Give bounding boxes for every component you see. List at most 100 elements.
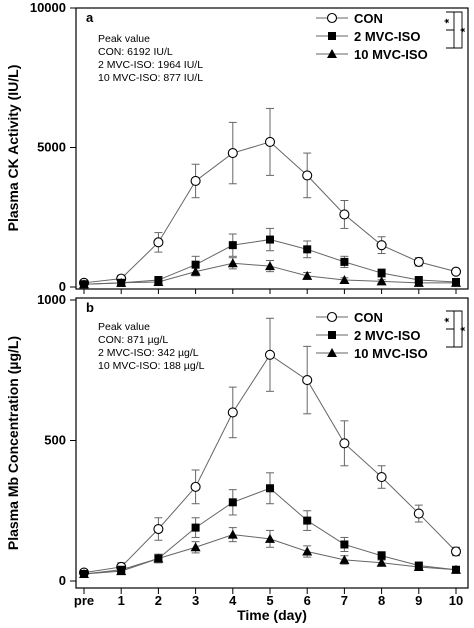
point-a-1-5 [266, 235, 274, 244]
panel-b: b Plasma Mb Concentration (µg/L) 0500100… [5, 292, 472, 623]
sig-star-a-0: * [442, 18, 456, 23]
data-layer-b [78, 317, 462, 578]
x-tick-label-5: 5 [266, 593, 273, 608]
point-b-2-9 [413, 561, 424, 571]
y-tick-label-a-0: 0 [59, 279, 66, 294]
point-a-2-4 [227, 258, 238, 268]
x-tick-label-4: 4 [229, 593, 237, 608]
legend-marker-a-2 [327, 49, 337, 58]
sig-bracket-outer-a [454, 11, 463, 49]
point-a-2-9 [413, 277, 424, 287]
point-b-1-3 [191, 523, 200, 532]
point-a-0-2 [153, 237, 164, 248]
point-a-0-5 [264, 136, 276, 147]
data-layer-a [78, 107, 462, 289]
legend-label-a-2: 10 MVC-ISO [354, 47, 428, 62]
x-ticks-b: pre 1 2 3 4 5 6 7 8 9 10 [74, 588, 463, 608]
note-line-b-2: 2 MVC-ISO: 342 µg/L [98, 347, 199, 359]
x-tick-label-9: 9 [415, 593, 422, 608]
point-a-2-2 [153, 276, 164, 286]
note-line-a-1: CON: 6192 IU/L [98, 46, 173, 58]
point-b-2-1 [116, 566, 127, 576]
legend-b: CON 2 MVC-ISO 10 MVC-ISO [316, 310, 428, 361]
point-a-0-10 [450, 266, 462, 277]
x-tick-label-7: 7 [341, 593, 348, 608]
note-line-b-1: CON: 871 µg/L [98, 334, 168, 346]
point-a-1-8 [377, 269, 386, 278]
y-tick-label-b-0: 0 [59, 573, 66, 588]
note-line-a-2: 2 MVC-ISO: 1964 IU/L [98, 59, 203, 71]
note-line-a-0: Peak value [98, 33, 150, 45]
point-a-2-3 [190, 266, 201, 276]
legend-label-b-2: 10 MVC-ISO [354, 346, 428, 361]
point-b-2-8 [376, 557, 387, 567]
point-b-1-6 [303, 516, 312, 525]
y-tick-label-b-2: 1000 [37, 292, 66, 307]
point-a-2-5 [265, 261, 275, 271]
point-b-0-2 [153, 523, 164, 535]
point-b-2-7 [339, 554, 350, 564]
point-a-0-8 [376, 240, 387, 251]
point-a-0-4 [227, 148, 238, 159]
x-tick-label-6: 6 [304, 593, 311, 608]
y-tick-label-a-1: 5000 [37, 140, 66, 155]
x-tick-label-0: pre [74, 593, 94, 608]
point-b-1-5 [266, 484, 274, 493]
point-a-2-8 [376, 276, 387, 286]
legend-label-b-0: CON [354, 310, 383, 325]
sig-bracket-inner-bottom-a [446, 29, 455, 49]
point-a-0-9 [413, 256, 424, 267]
point-a-2-0 [79, 279, 89, 289]
legend-marker-b-0 [326, 311, 338, 323]
point-b-2-0 [79, 568, 89, 578]
point-b-2-3 [190, 542, 201, 552]
sig-star-a-1: * [458, 27, 472, 32]
point-a-0-6 [302, 170, 313, 181]
point-a-2-6 [302, 270, 313, 280]
point-a-0-3 [190, 175, 201, 187]
legend-a: CON 2 MVC-ISO 10 MVC-ISO [316, 11, 428, 62]
panel-a: a Plasma CK Activity (IU/L) 0 5000 10000 P… [5, 0, 472, 294]
panel-letter-b: b [86, 300, 94, 315]
note-line-b-0: Peak value [98, 321, 150, 333]
point-a-2-10 [451, 277, 461, 287]
point-b-2-2 [153, 553, 164, 563]
legend-marker-b-2 [327, 348, 337, 357]
x-tick-label-2: 2 [155, 593, 162, 608]
sig-star-b-0: * [442, 317, 456, 322]
point-b-0-3 [190, 481, 201, 492]
legend-marker-a-0 [326, 12, 338, 24]
significance-bracket-b: ** [442, 310, 472, 348]
point-b-0-5 [264, 349, 276, 360]
legend-label-a-1: 2 MVC-ISO [354, 29, 420, 44]
legend-marker-b-1 [328, 331, 336, 339]
point-b-0-8 [376, 471, 387, 483]
point-b-0-4 [227, 407, 238, 418]
point-b-1-7 [340, 540, 349, 549]
point-b-0-6 [302, 375, 313, 386]
note-line-a-3: 10 MVC-ISO: 877 IU/L [98, 72, 203, 84]
point-b-0-10 [450, 546, 462, 557]
sig-bracket-outer-b [454, 310, 463, 348]
panel-letter-a: a [86, 10, 94, 25]
y-tick-label-b-1: 500 [44, 433, 66, 448]
point-b-2-10 [451, 564, 461, 574]
point-a-1-7 [340, 257, 349, 266]
x-tick-label-1: 1 [118, 593, 125, 608]
legend-label-a-0: CON [354, 11, 383, 26]
point-a-2-1 [116, 277, 127, 287]
plot-frame-b [75, 297, 469, 589]
y-axis-title-a: Plasma CK Activity (IU/L) [5, 65, 21, 232]
note-line-b-3: 10 MVC-ISO: 188 µg/L [98, 360, 205, 372]
legend-marker-a-1 [328, 32, 336, 40]
sig-star-b-1: * [458, 326, 472, 331]
point-a-1-6 [303, 245, 312, 254]
plot-frame-a [75, 7, 469, 290]
x-tick-label-10: 10 [449, 593, 463, 608]
point-a-1-3 [191, 260, 200, 269]
sig-bracket-inner-bottom-b [446, 328, 455, 348]
x-tick-label-8: 8 [378, 593, 385, 608]
point-a-2-7 [339, 275, 350, 285]
